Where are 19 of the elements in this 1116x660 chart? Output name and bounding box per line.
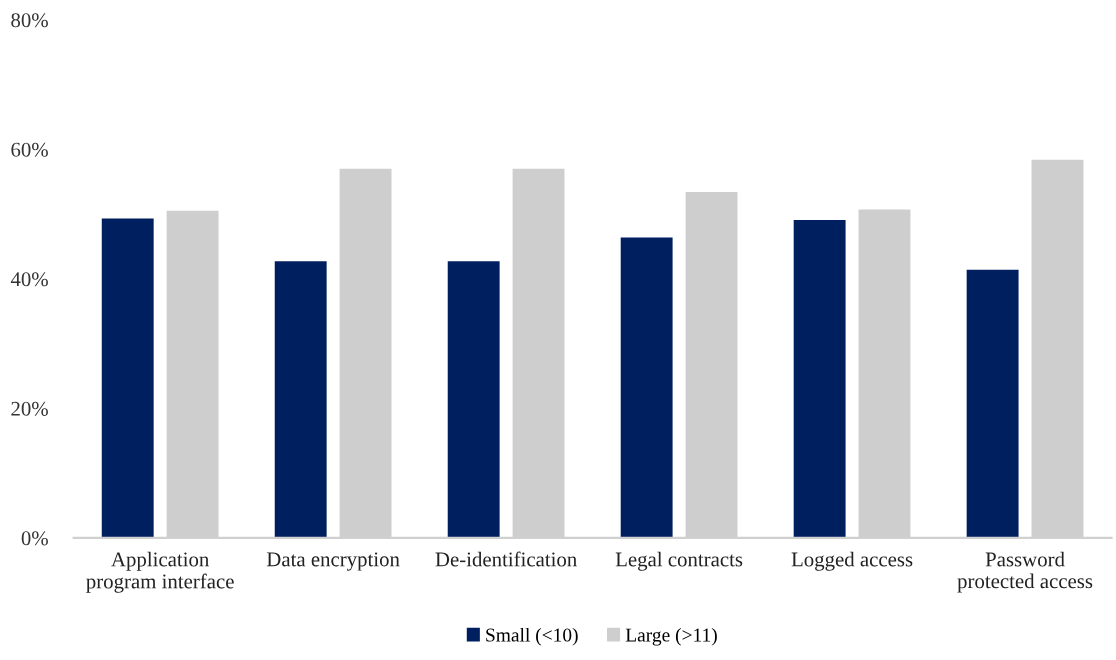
x-tick-label: Application program interface [86,551,234,593]
x-tick-label: Legal contracts [615,551,743,571]
y-tick-label: 60% [11,142,48,157]
x-tick-label: Password protected access [957,551,1093,593]
x-tick-label: Data encryption [266,552,400,571]
bar [447,261,500,538]
bar [274,261,327,538]
bar [966,269,1019,538]
y-tick-label: 80% [11,13,48,28]
y-tick-label: 40% [10,272,48,287]
y-tick-label: 20% [11,401,48,416]
y-tick-label: 0% [21,531,48,546]
x-tick-label: De-identification [435,551,577,567]
x-tick-label: Logged access [791,551,913,571]
legend-label: Small (<10) [486,627,578,646]
legend-label: Large (>11) [625,627,717,646]
bar [620,237,673,538]
bar [793,219,846,538]
bar [101,218,154,538]
